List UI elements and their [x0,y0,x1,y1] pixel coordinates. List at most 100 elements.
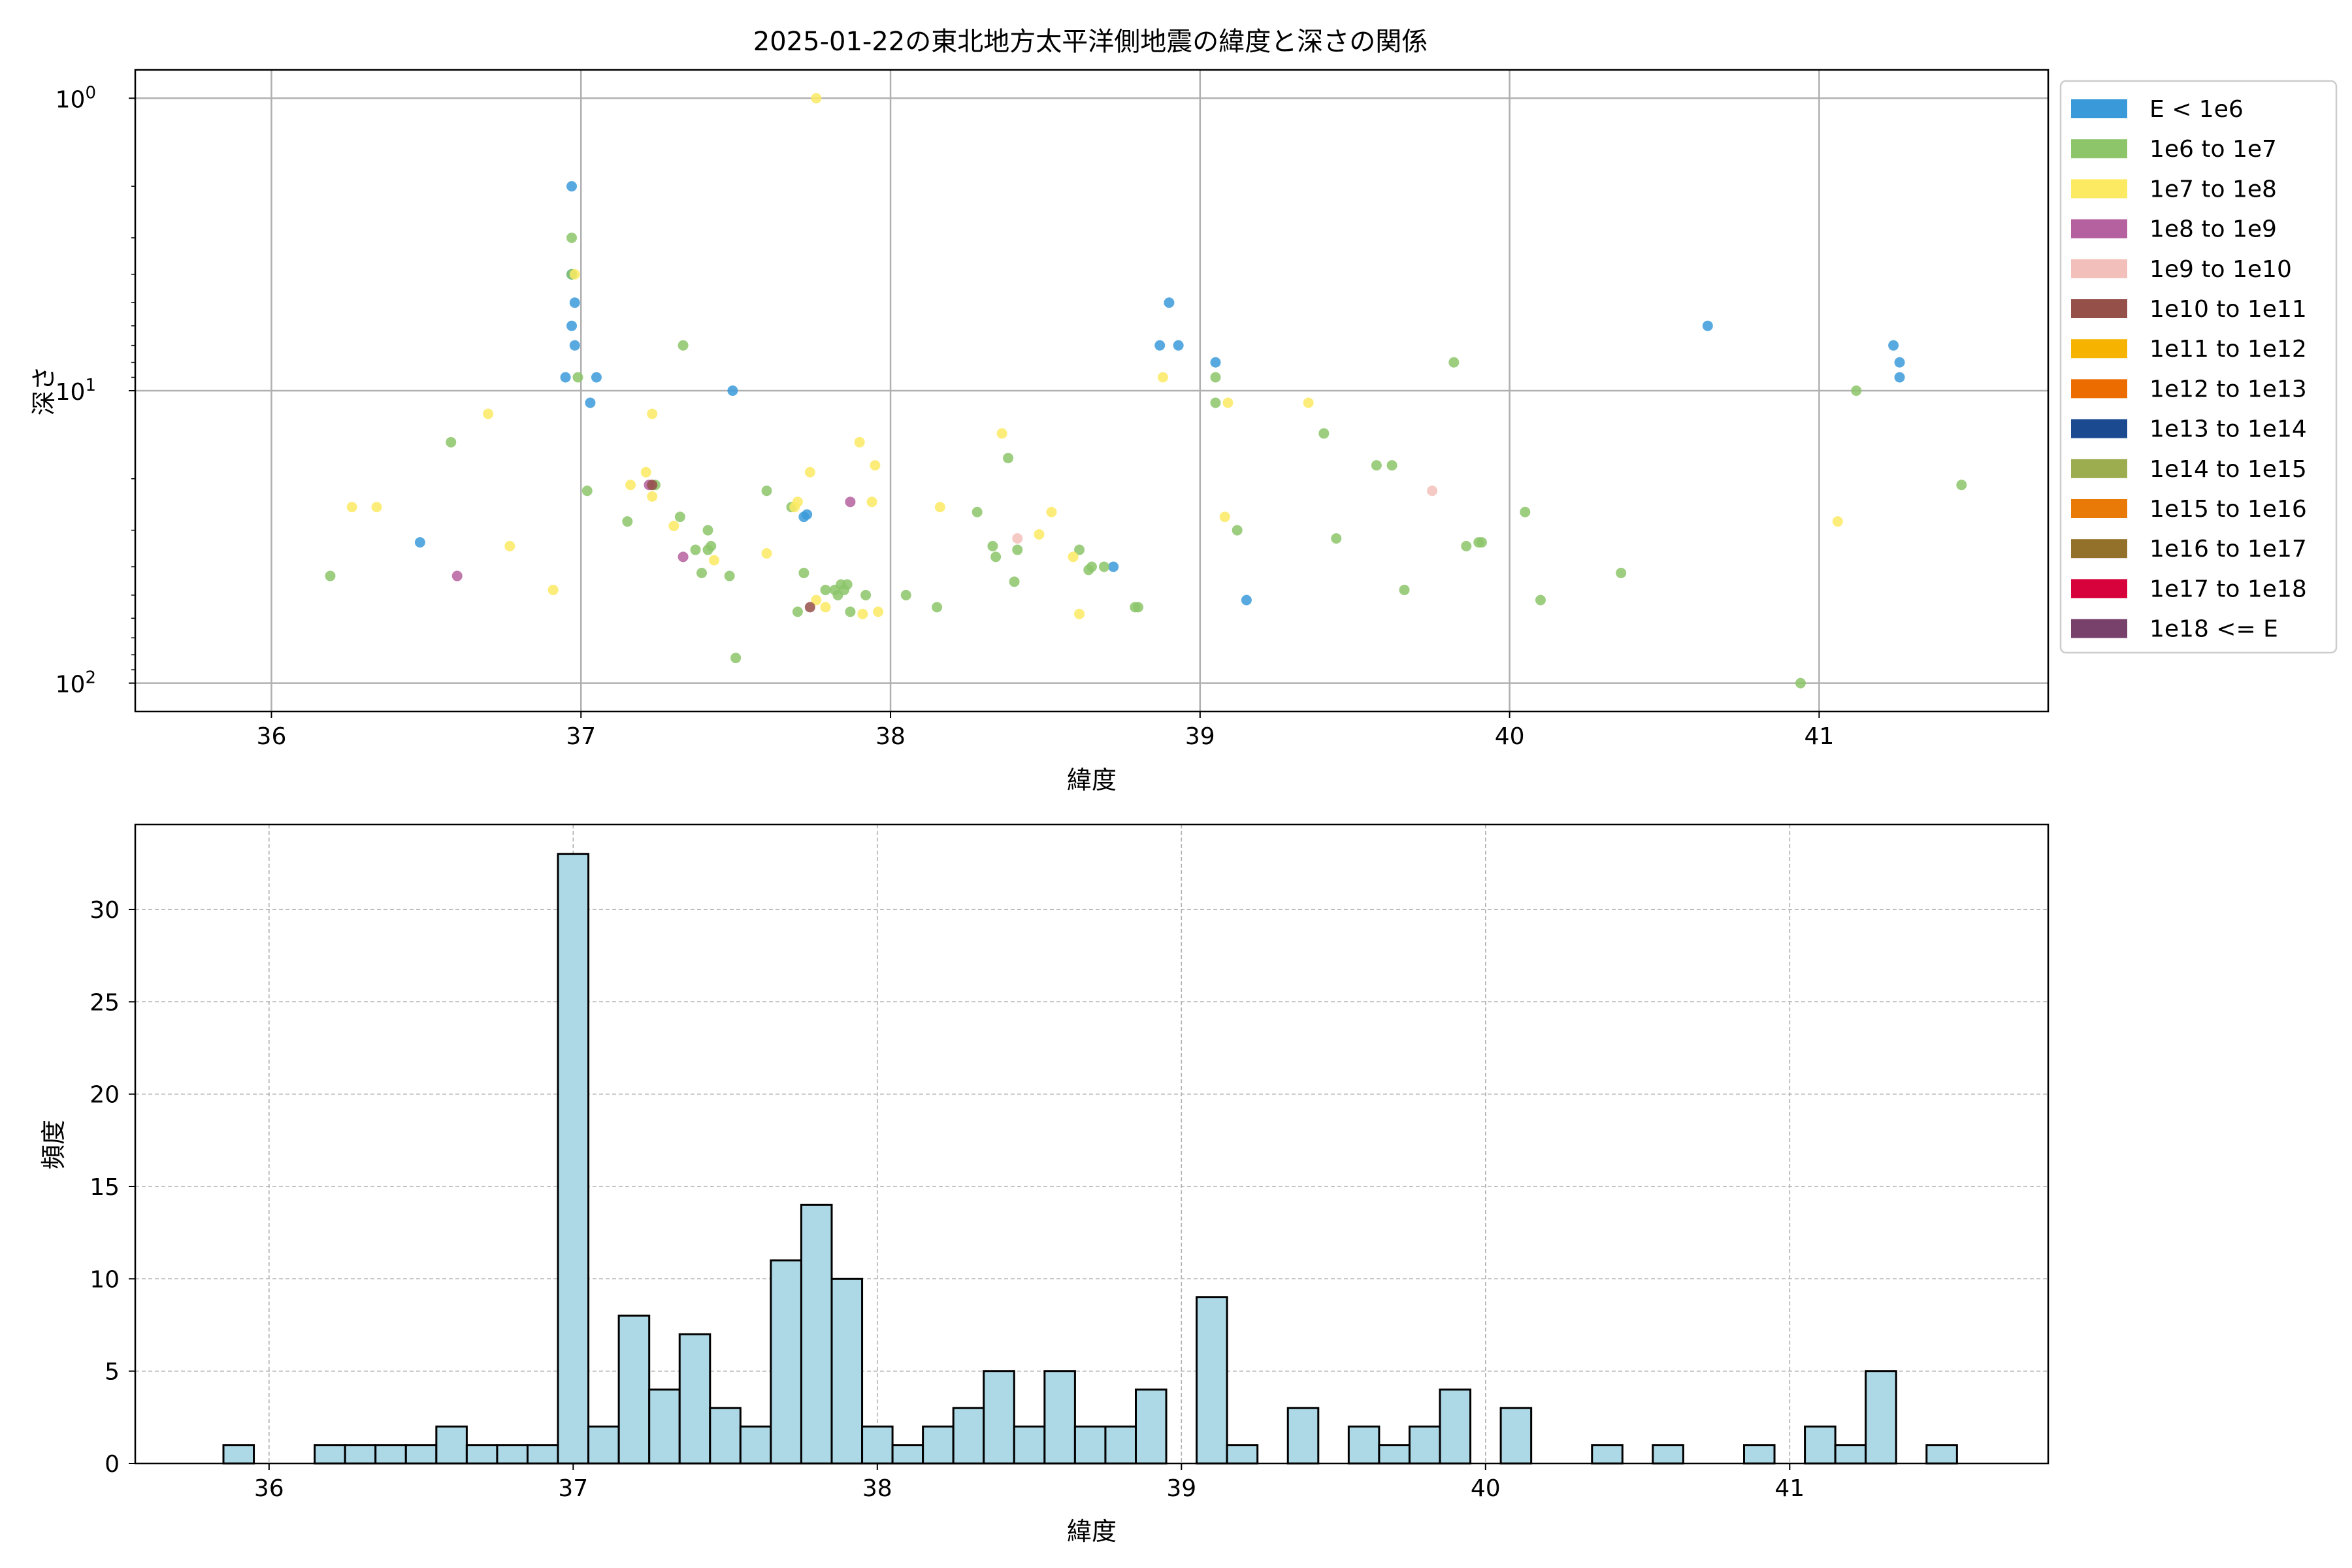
scatter-point [572,372,583,383]
scatter-point [1074,544,1085,555]
scatter-point [1046,506,1057,517]
histogram-bar [1925,1444,1958,1465]
scatter-point [696,567,708,578]
scatter-point [1702,320,1713,331]
scatter-point [1157,372,1168,383]
histogram-bar [1499,1407,1533,1465]
scatter-point [1009,576,1020,587]
scatter-point [702,525,713,536]
histogram-bar [222,1444,255,1465]
scatter-point [730,653,742,664]
scatter-point [1476,537,1487,548]
scatter-series-1e10-to-1e11 [647,480,815,613]
histogram-y-axis-label: 頻度 [39,1120,68,1169]
scatter-point [804,466,815,478]
legend-swatch [2071,179,2127,199]
legend-label: 1e17 to 1e18 [2149,576,2307,602]
scatter-point [792,497,803,508]
scatter-point [996,428,1007,439]
scatter-point [346,502,357,513]
histogram-bar [1408,1425,1441,1465]
scatter-point [761,548,772,559]
histogram-bar [648,1388,681,1465]
histogram-bar [1865,1370,1897,1465]
scatter-y-tick-label: 101 [56,376,96,406]
histogram-y-tick-label: 0 [105,1451,120,1478]
scatter-point [1888,340,1899,351]
scatter-point [802,509,813,520]
scatter-point [1386,460,1397,471]
legend-label: 1e10 to 1e11 [2149,296,2307,323]
histogram-bar [1134,1388,1168,1465]
scatter-point [1012,533,1023,544]
histogram-bar [1226,1444,1259,1465]
scatter-point [932,602,943,613]
scatter-y-tick-label: 100 [56,83,96,113]
scatter-point [504,540,515,551]
scatter-point [761,485,772,497]
scatter-point [1461,540,1472,551]
scatter-point [1086,561,1097,572]
scatter-point [414,537,425,548]
scatter-point [1210,372,1221,383]
legend-label: 1e7 to 1e8 [2149,176,2277,203]
scatter-point [569,340,580,351]
scatter-point [566,320,578,331]
scatter-series-1e6-to-1e7 [325,232,1967,689]
scatter-point [1098,561,1109,572]
scatter-point [1399,584,1410,595]
scatter-series-1e9-to-1e10 [1012,485,1438,544]
scatter-point [325,570,336,581]
scatter-point [990,551,1002,563]
legend-label: 1e11 to 1e12 [2149,336,2307,363]
scatter-point [622,516,633,527]
histogram-y-tick-label: 30 [90,897,120,924]
scatter-point [569,297,580,308]
histogram-bars [222,853,1958,1465]
legend-box [2059,80,2338,654]
legend-swatch [2071,339,2127,359]
histogram-bar [800,1203,833,1465]
scatter-gridlines [135,70,2048,711]
scatter-legend: E < 1e6 1e6 to 1e7 1e7 to 1e8 1e8 to 1e9 1e9… [2059,80,2338,654]
scatter-point [1448,357,1460,368]
scatter-point [690,544,701,555]
histogram-bar [1013,1425,1046,1465]
histogram-y-axis: 0 5 10 15 20 25 30 [90,897,135,1478]
histogram-bar [770,1259,802,1465]
scatter-x-tick-label: 38 [875,723,906,750]
scatter-point [820,584,831,595]
scatter-point [972,506,983,517]
histogram-x-axis-label: 緯度 [1067,1517,1117,1546]
scatter-point [724,570,735,581]
scatter-point [1210,397,1221,408]
scatter-points [325,93,1967,689]
histogram-bar [1742,1444,1776,1465]
legend-swatch [2071,219,2127,238]
scatter-point [1371,460,1382,471]
histogram-bar [1104,1425,1137,1465]
histogram-bar [922,1425,955,1465]
histogram-axes-frame [134,823,2050,1465]
legend-swatch [2071,419,2127,438]
histogram-x-tick-label: 37 [558,1475,588,1502]
histogram-x-tick-label: 38 [862,1475,892,1502]
histogram-x-tick-label: 41 [1774,1475,1805,1502]
scatter-point [1210,357,1221,368]
histogram-bar [1834,1444,1867,1465]
scatter-point [820,602,831,613]
legend-label: 1e16 to 1e17 [2149,536,2307,563]
scatter-point [798,567,809,578]
scatter-point [900,589,911,600]
scatter-point [1034,529,1045,540]
scatter-point [1616,567,1627,578]
legend-label: 1e6 to 1e7 [2149,136,2277,163]
scatter-point [857,608,868,619]
scatter-point [625,480,636,491]
histogram-bar [587,1425,620,1465]
legend-label: 1e13 to 1e14 [2149,416,2307,443]
scatter-x-tick-label: 36 [257,723,287,750]
scatter-point [371,502,382,513]
legend-swatch [2071,459,2127,478]
latitude-histogram: 36 37 38 39 40 41 0 5 10 15 20 25 30 緯度 頻度 [39,823,2050,1546]
